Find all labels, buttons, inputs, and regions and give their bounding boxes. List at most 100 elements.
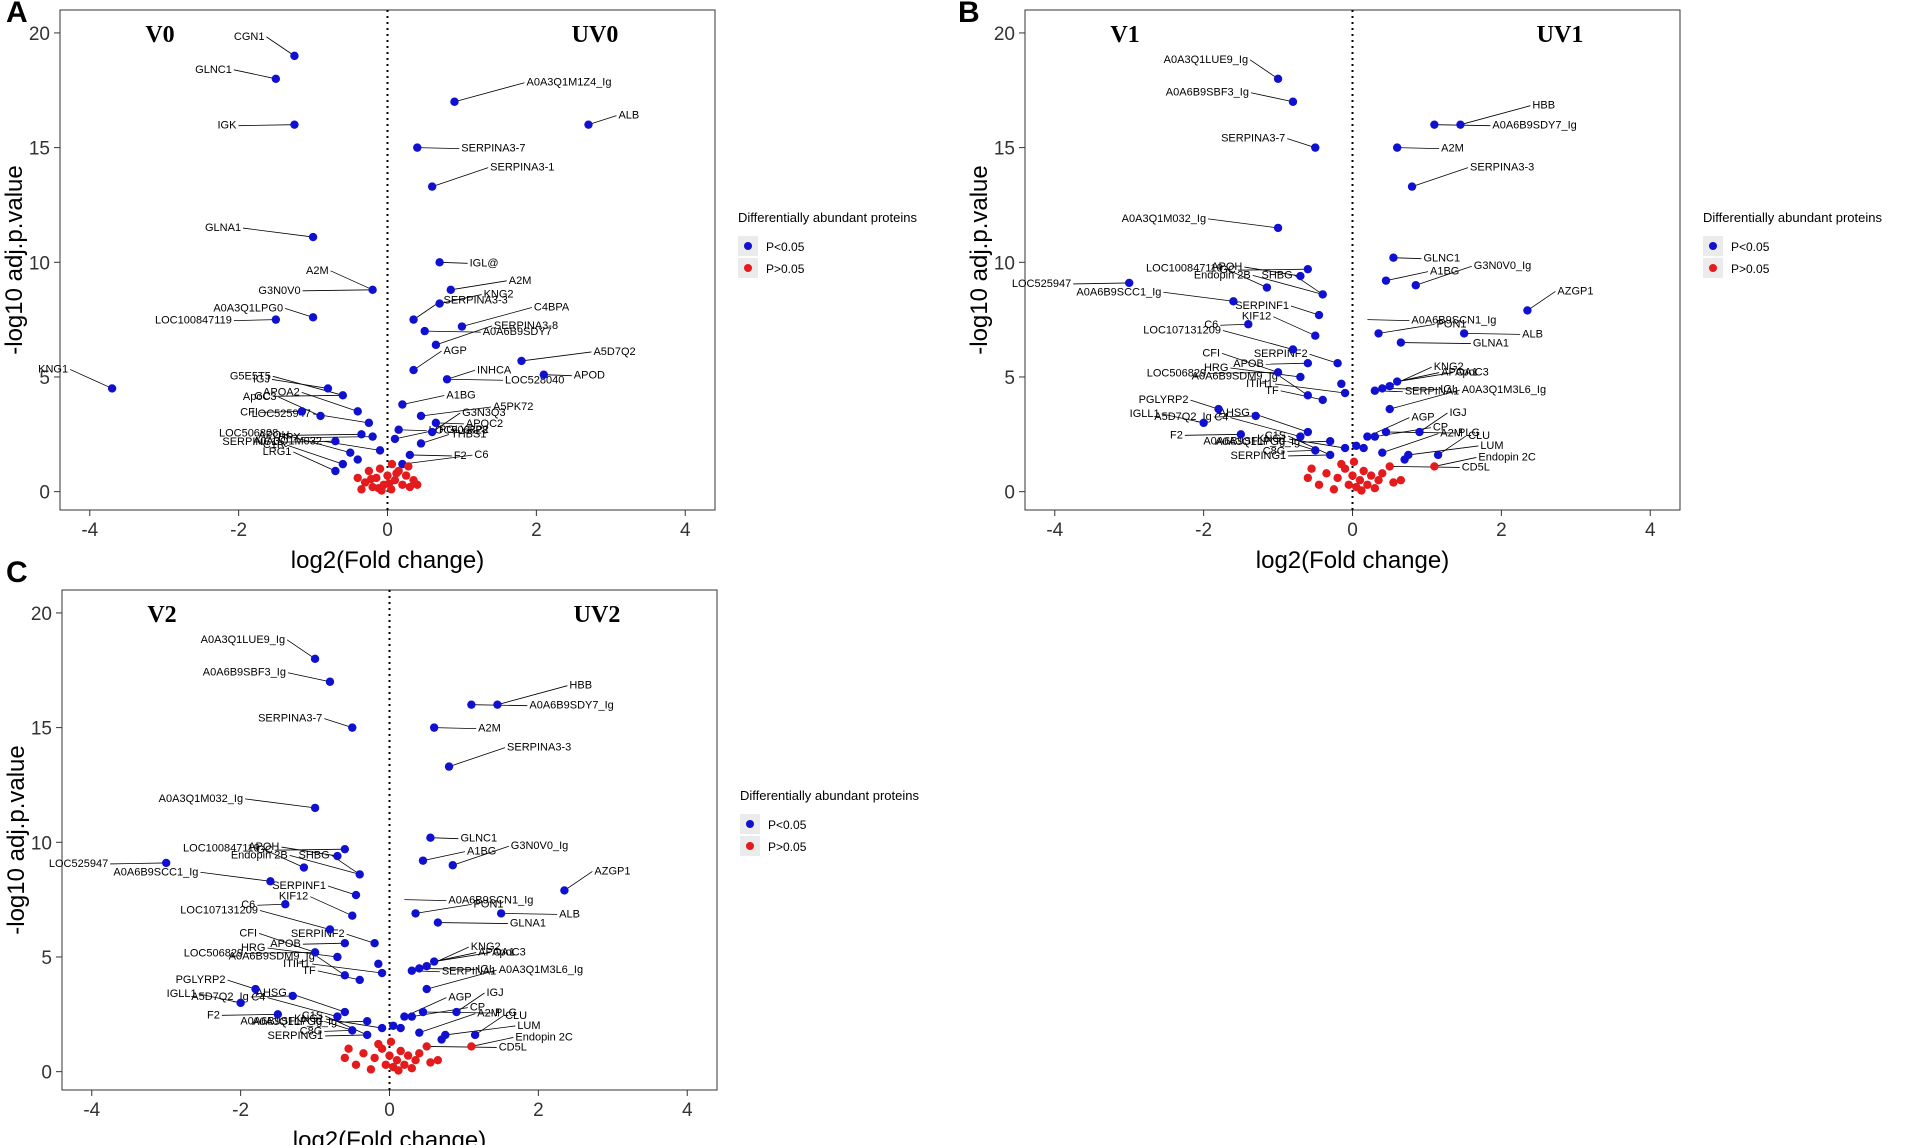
x-tick-label: 0 [1347,520,1358,541]
point-label: C8G [1263,445,1286,457]
significant-point [346,448,355,457]
point-label: IGL@ [470,257,499,269]
series-significant [162,654,569,1044]
nonsignificant-point [411,1055,420,1065]
leader-line [1288,438,1346,449]
point-label: ApoC3 [243,391,277,403]
significant-point [407,966,417,975]
point-label: GC [256,844,273,856]
nonsignificant-point [1359,466,1368,476]
significant-point [415,964,424,973]
point-label: GC [254,390,271,402]
legend-significant-swatch [1709,242,1717,250]
leader-line [286,639,316,660]
significant-point [290,120,299,129]
leader-line [456,992,485,1013]
point-label: AGP [444,345,467,357]
significant-point [348,723,357,732]
significant-point [431,340,441,350]
significant-point [308,232,318,242]
significant-point [348,1026,357,1035]
x-axis-title: log2(Fold change) [293,1127,486,1145]
point-label: F2 [207,1009,220,1021]
point-label: A0A6B9SBF3_Ig [1166,87,1249,99]
point-label: KIF12 [279,891,308,903]
significant-point [362,1030,372,1040]
significant-point [1392,143,1402,152]
point-label: CFI [1202,347,1220,359]
point-label: IGJ [486,987,503,999]
y-axis-title: -log10 adj.p.value [966,165,993,354]
leader-line [286,444,343,465]
y-tick-label: 0 [1004,483,1015,504]
nonsignificant-point [467,1042,476,1051]
point-label: SHBG [1262,269,1293,281]
point-label: LOC528040 [505,374,564,386]
significant-point [1318,395,1327,405]
nonsignificant-point [405,482,415,492]
point-label: THBS1 [451,428,486,440]
nonsignificant-point [1333,473,1342,483]
nonsignificant-point [351,1060,361,1069]
leader-line [454,82,525,103]
leader-line [1400,342,1471,344]
point-label: KNG1 [294,1013,324,1025]
point-label: A0A3Q1LUE9_Ig [201,634,285,646]
nonsignificant-point [385,1051,394,1060]
point-label: IGLL1 [167,988,197,1000]
x-tick-label: -4 [1046,520,1063,541]
leader-line [1161,413,1204,424]
point-label: AGP [1411,412,1434,424]
point-label: A2M [1440,428,1463,440]
leader-line [413,350,442,371]
x-tick-label: 0 [384,1100,395,1121]
significant-point [338,459,348,469]
series-significant [107,51,593,476]
leader-line [261,848,305,868]
leader-line [497,685,568,706]
leader-line [227,979,256,990]
leader-line [404,899,447,902]
significant-point [1363,432,1372,441]
leader-line [1208,218,1279,229]
leader-line [278,396,321,417]
leader-line [327,885,357,896]
significant-point [333,851,342,861]
point-label: INHCA [477,364,512,376]
significant-point [351,890,361,900]
point-label: SERPINA3-3 [1470,162,1534,174]
significant-point [457,322,467,331]
point-label: ALB [559,908,580,920]
significant-point [1199,418,1208,428]
leader-line [287,672,331,683]
significant-point [1370,432,1380,441]
significant-point [1385,404,1394,414]
significant-point [1378,384,1387,393]
significant-point [415,1028,424,1037]
point-label: A5PK72 [493,401,533,413]
leader-line [259,410,302,413]
leader-line [302,942,345,945]
point-label: GLNA1 [1473,338,1509,350]
nonsignificant-point [386,1037,396,1047]
significant-point [340,1007,350,1017]
annotation-layer: A0A3Q1LUE9_Ig A0A6B9SBF3_Ig A0A6B9SDY7_Ig H… [1012,54,1594,474]
leader-line [424,330,481,333]
x-tick-label: -2 [1195,520,1212,541]
significant-point [433,918,443,927]
point-label: HRG [241,942,265,954]
nonsignificant-point [1357,486,1366,495]
point-label: SERPINA3-7 [461,143,525,155]
significant-point [331,436,340,446]
significant-point [1337,379,1346,389]
legend: Differentially abundant proteins P<0.05 P>… [738,210,917,278]
significant-point [418,856,428,865]
leader-line [1464,332,1521,335]
nonsignificant-point [370,1053,379,1063]
point-label: LOC525947 [49,858,108,870]
legend-item-label: P<0.05 [766,240,805,254]
point-label: CD5L [1462,461,1490,473]
significant-point [1381,427,1391,437]
x-tick-label: 2 [1496,520,1507,541]
significant-point [1303,427,1313,437]
